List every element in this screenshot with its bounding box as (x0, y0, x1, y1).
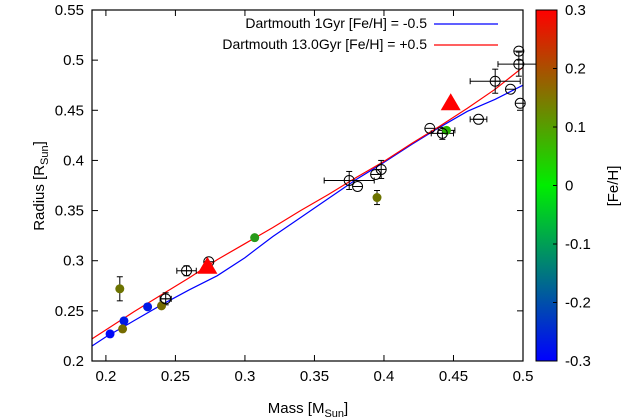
y-tick-label: 0.55 (55, 2, 84, 19)
x-tick-label: 0.5 (513, 368, 534, 385)
series-line-1gyr (91, 84, 524, 347)
colorbar-tick-label: 0 (565, 178, 573, 195)
y-tick-label: 0.2 (63, 353, 84, 370)
x-tick-label: 0.25 (161, 368, 190, 385)
legend: Dartmouth 1Gyr [Fe/H] = -0.5 Dartmouth 1… (222, 15, 498, 52)
x-tick-label: 0.2 (95, 368, 116, 385)
feh-point (372, 193, 382, 203)
y-tick-label: 0.25 (55, 303, 84, 320)
x-axis-ticks: 0.2 0.25 0.3 0.35 0.4 0.45 0.5 (95, 10, 533, 385)
y-tick-label: 0.35 (55, 203, 84, 220)
feh-point (105, 329, 115, 339)
feh-point (118, 324, 128, 334)
feh-point (157, 301, 167, 311)
colorbar-tick-label: -0.3 (565, 353, 591, 370)
colorbar-tick-label: 0.3 (565, 2, 586, 19)
colorbar-tick-label: 0.1 (565, 119, 586, 136)
feh-point (143, 302, 153, 312)
colorbar-tick-label: -0.1 (565, 236, 591, 253)
plot-frame (91, 9, 524, 362)
x-tick-label: 0.4 (374, 368, 395, 385)
y-axis-ticks: 0.2 0.25 0.3 0.35 0.4 0.45 0.5 0.55 (55, 2, 523, 370)
colorbar-tick-label: 0.2 (565, 61, 586, 78)
feh-point (119, 316, 129, 326)
triangle-marker (197, 256, 218, 274)
y-tick-label: 0.3 (63, 253, 84, 270)
data-points (105, 45, 526, 339)
x-tick-label: 0.3 (235, 368, 256, 385)
feh-point (115, 284, 125, 294)
x-tick-label: 0.35 (300, 368, 329, 385)
colorbar-ticks: 0.3 0.2 0.1 0 -0.1 -0.2 -0.3 (553, 2, 591, 370)
series-line-13gyr (91, 66, 524, 340)
feh-point (250, 233, 260, 243)
error-bars (116, 51, 541, 306)
colorbar-tick-label: -0.2 (565, 295, 591, 312)
y-axis-title: Radius [RSun] (31, 141, 51, 231)
legend-label-1gyr: Dartmouth 1Gyr [Fe/H] = -0.5 (245, 15, 427, 31)
colorbar-title: [Fe/H] (605, 166, 622, 207)
y-tick-label: 0.5 (63, 52, 84, 69)
triangle-markers (197, 93, 461, 274)
y-tick-label: 0.45 (55, 102, 84, 119)
model-lines (91, 66, 524, 347)
x-tick-label: 0.45 (439, 368, 468, 385)
legend-label-13gyr: Dartmouth 13.0Gyr [Fe/H] = +0.5 (222, 36, 427, 52)
y-tick-label: 0.4 (63, 152, 84, 169)
x-axis-title: Mass [MSun] (268, 400, 348, 419)
triangle-marker (440, 93, 461, 111)
